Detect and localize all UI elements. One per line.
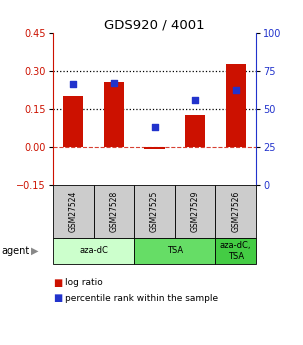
Text: ▶: ▶ xyxy=(31,246,38,256)
Text: GSM27529: GSM27529 xyxy=(191,191,200,232)
Text: ■: ■ xyxy=(53,278,62,288)
Bar xyxy=(63,96,83,147)
Text: GSM27528: GSM27528 xyxy=(109,191,118,232)
Point xyxy=(152,124,157,130)
Bar xyxy=(215,185,256,238)
Point xyxy=(112,80,116,86)
Bar xyxy=(215,238,256,264)
Text: aza-dC,
TSA: aza-dC, TSA xyxy=(220,241,251,261)
Bar xyxy=(225,65,246,147)
Bar xyxy=(94,185,134,238)
Point xyxy=(193,97,198,102)
Text: GSM27524: GSM27524 xyxy=(69,191,78,232)
Bar xyxy=(53,238,134,264)
Point xyxy=(71,82,76,87)
Text: TSA: TSA xyxy=(167,246,183,256)
Text: agent: agent xyxy=(2,246,30,256)
Bar xyxy=(134,238,215,264)
Text: log ratio: log ratio xyxy=(65,278,103,287)
Bar xyxy=(53,185,94,238)
Title: GDS920 / 4001: GDS920 / 4001 xyxy=(104,19,205,32)
Text: GSM27526: GSM27526 xyxy=(231,191,240,232)
Text: GSM27525: GSM27525 xyxy=(150,191,159,232)
Bar xyxy=(145,147,165,149)
Bar xyxy=(185,115,205,147)
Text: percentile rank within the sample: percentile rank within the sample xyxy=(65,294,218,303)
Text: ■: ■ xyxy=(53,294,62,303)
Bar xyxy=(104,82,124,147)
Bar xyxy=(175,185,215,238)
Bar xyxy=(134,185,175,238)
Text: aza-dC: aza-dC xyxy=(79,246,108,256)
Point xyxy=(233,88,238,93)
